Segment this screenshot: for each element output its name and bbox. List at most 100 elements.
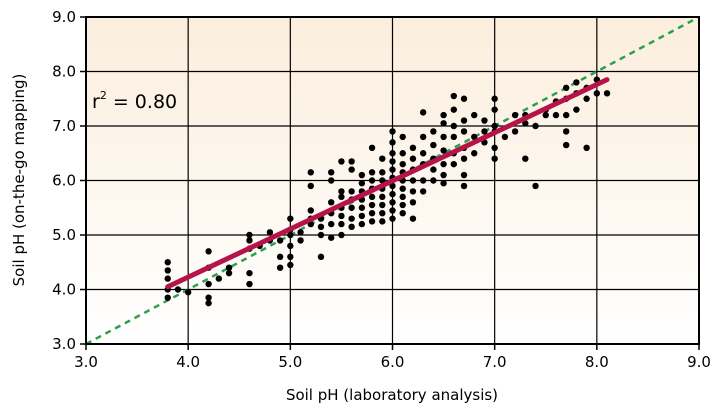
data-point	[164, 259, 171, 266]
data-point	[481, 117, 488, 124]
data-point	[358, 171, 366, 179]
data-point	[276, 264, 284, 271]
data-point	[338, 158, 345, 165]
data-point	[205, 280, 212, 288]
data-point	[399, 160, 406, 168]
data-point	[440, 171, 447, 179]
data-point	[460, 95, 468, 102]
data-point	[358, 220, 366, 228]
data-point	[471, 150, 478, 157]
data-point	[440, 133, 447, 141]
data-point	[328, 220, 335, 228]
data-point	[419, 133, 427, 141]
x-axis-label: Soil pH (laboratory analysis)	[286, 386, 498, 404]
data-point	[368, 201, 376, 209]
data-point	[246, 231, 253, 239]
data-point	[246, 237, 253, 244]
data-point	[440, 160, 447, 168]
data-point	[471, 133, 478, 141]
data-point	[491, 122, 498, 130]
data-point	[562, 141, 570, 149]
data-point	[287, 261, 294, 269]
data-point	[491, 95, 498, 102]
data-point	[389, 207, 396, 214]
data-point	[389, 139, 396, 146]
data-point	[430, 141, 437, 149]
data-point	[307, 182, 314, 190]
data-point	[481, 128, 488, 135]
data-point	[460, 171, 468, 179]
data-point	[307, 169, 314, 176]
data-point	[399, 210, 406, 217]
data-point	[307, 207, 314, 214]
data-point	[583, 95, 590, 102]
y-axis-label: Soil pH (on-the-go mapping)	[10, 74, 28, 287]
data-point	[409, 215, 417, 222]
data-point	[379, 177, 386, 184]
data-point	[552, 111, 560, 119]
data-point	[297, 229, 304, 236]
data-point	[205, 299, 212, 307]
r-squared-base: r	[92, 91, 100, 113]
data-point	[266, 229, 274, 236]
data-point	[379, 193, 386, 201]
data-point	[328, 177, 335, 184]
data-point	[419, 188, 427, 195]
data-point	[450, 122, 457, 130]
data-point	[491, 106, 498, 113]
data-points	[164, 76, 611, 307]
y-tick-label: 6.0	[52, 172, 76, 190]
data-point	[409, 144, 417, 151]
data-point	[389, 182, 396, 190]
data-point	[583, 144, 590, 151]
data-point	[368, 144, 376, 151]
regression-line	[165, 77, 610, 290]
data-point	[419, 177, 427, 184]
data-point	[532, 182, 539, 190]
data-point	[450, 92, 457, 100]
r-squared-value: = 0.80	[107, 91, 177, 113]
data-point	[460, 155, 468, 162]
data-point	[450, 106, 457, 113]
data-point	[358, 180, 366, 187]
data-point	[542, 111, 549, 119]
y-tick-label: 3.0	[52, 335, 76, 353]
data-point	[368, 218, 376, 225]
data-point	[440, 147, 447, 154]
x-tick-label: 9.0	[687, 353, 711, 371]
data-point	[460, 117, 468, 124]
data-point	[379, 210, 386, 217]
data-point	[328, 199, 335, 206]
data-point	[471, 111, 478, 119]
x-tick-label: 6.0	[381, 353, 405, 371]
data-point	[562, 111, 570, 119]
data-point	[205, 294, 212, 301]
x-tick-label: 3.0	[74, 353, 98, 371]
data-point	[317, 223, 325, 231]
data-point	[164, 267, 171, 274]
data-point	[368, 177, 376, 184]
x-tick-label: 4.0	[176, 353, 200, 371]
data-point	[593, 90, 601, 97]
data-point	[399, 201, 406, 209]
data-point	[573, 106, 580, 113]
data-point	[287, 242, 294, 250]
data-point	[450, 160, 457, 168]
data-point	[573, 79, 580, 86]
x-axis-ticks: 3.0 4.0 5.0 6.0 7.0 8.0 9.0	[74, 344, 711, 371]
data-point	[368, 210, 376, 217]
data-point	[532, 122, 539, 130]
data-point	[409, 188, 417, 195]
y-tick-label: 7.0	[52, 117, 76, 135]
r-squared-superscript: 2	[100, 89, 107, 102]
x-tick-label: 8.0	[585, 353, 609, 371]
data-point	[215, 275, 223, 282]
data-point	[389, 128, 396, 135]
data-point	[348, 166, 355, 173]
data-point	[338, 212, 345, 220]
data-point	[440, 120, 447, 127]
data-point	[328, 169, 335, 176]
data-point	[399, 193, 406, 201]
data-point	[409, 177, 417, 184]
